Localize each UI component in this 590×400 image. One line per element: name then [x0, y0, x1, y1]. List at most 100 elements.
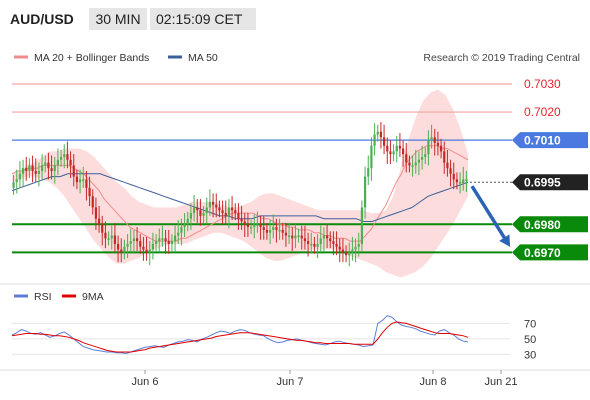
candle-body: [158, 238, 161, 242]
candle: [329, 231, 332, 249]
candle: [215, 193, 218, 218]
candle-body: [18, 173, 22, 180]
candle-body: [113, 235, 117, 244]
candle-body: [120, 249, 123, 253]
candle: [192, 194, 196, 222]
candle-body: [173, 235, 177, 242]
candle: [398, 133, 402, 157]
candle-body: [72, 165, 75, 177]
rsi-legend-label: RSI: [34, 291, 52, 303]
candle: [411, 155, 414, 177]
candle-body: [161, 238, 164, 240]
candle-body: [12, 182, 15, 188]
candle-body: [227, 207, 231, 216]
bollinger-band: [12, 89, 468, 278]
candle-body: [170, 241, 174, 244]
candle-body: [183, 224, 186, 228]
candle: [465, 171, 468, 193]
candle-body: [192, 207, 196, 214]
candle-body: [398, 145, 402, 149]
candle: [208, 189, 212, 216]
candle-body: [344, 252, 348, 256]
candle-body: [215, 204, 218, 208]
candle-body: [37, 171, 41, 174]
candle-body: [436, 142, 440, 146]
candle: [101, 215, 104, 246]
candle: [382, 124, 386, 155]
candle-body: [449, 168, 452, 174]
forecast-arrow-shaft: [470, 185, 510, 245]
candle-body: [66, 154, 69, 160]
candle-body: [221, 210, 224, 214]
candle: [287, 222, 291, 244]
candle-body: [401, 148, 405, 155]
x-tick-label: Jun 6: [132, 376, 159, 388]
candle: [97, 206, 101, 233]
candle-body: [78, 179, 82, 183]
candle: [262, 215, 265, 240]
candle-body: [332, 241, 335, 244]
rsi-ma-line: [11, 321, 469, 353]
candle-body: [433, 137, 436, 143]
candle: [243, 213, 246, 237]
candle: [180, 218, 183, 246]
candle-body: [322, 235, 326, 239]
x-tick-label: Jun 7: [277, 376, 304, 388]
candle: [113, 222, 117, 253]
candle-body: [240, 218, 243, 222]
candle-body: [370, 145, 373, 169]
candle-body: [363, 176, 367, 208]
candle: [104, 221, 107, 249]
candle: [237, 203, 240, 230]
candle: [259, 215, 262, 240]
candle-body: [129, 241, 132, 244]
candle-body: [85, 179, 88, 188]
candle-body: [164, 238, 167, 242]
candle-body: [351, 249, 354, 253]
candle: [275, 218, 278, 243]
timeframe-label[interactable]: 30 MIN: [89, 8, 147, 30]
candle: [405, 142, 408, 173]
candle: [123, 239, 126, 260]
candle-body: [145, 249, 148, 253]
candle-body: [139, 241, 142, 247]
candle-body: [107, 238, 110, 240]
candle: [59, 149, 63, 167]
candle: [443, 141, 446, 174]
candle: [325, 224, 329, 249]
candle-body: [151, 243, 155, 250]
candle-body: [135, 238, 139, 242]
candle: [408, 155, 411, 173]
candle: [142, 236, 145, 261]
candle-body: [211, 201, 215, 205]
candle-body: [253, 224, 256, 228]
candle: [446, 149, 449, 177]
candle: [186, 211, 189, 232]
candle: [183, 213, 186, 237]
candle-body: [218, 207, 221, 211]
candle: [389, 140, 392, 164]
candle: [110, 225, 113, 250]
candle: [230, 196, 234, 221]
candle: [224, 200, 227, 225]
level-tag-0.6995: [512, 174, 588, 191]
candle-body: [148, 249, 151, 253]
candle-body: [272, 227, 275, 230]
candle: [379, 121, 383, 149]
candle-body: [126, 243, 129, 247]
candle: [278, 218, 281, 240]
candle: [240, 206, 243, 230]
candle: [313, 236, 316, 254]
candle-body: [357, 243, 360, 247]
candle-body: [21, 168, 25, 174]
candle: [386, 137, 389, 164]
candle: [281, 222, 284, 240]
candle-body: [452, 173, 455, 180]
candle: [272, 214, 275, 239]
candle: [218, 200, 221, 218]
candle: [458, 172, 462, 194]
candle-body: [202, 213, 205, 216]
candle: [69, 151, 72, 179]
candle-body: [205, 207, 208, 214]
candle-body: [338, 246, 341, 250]
